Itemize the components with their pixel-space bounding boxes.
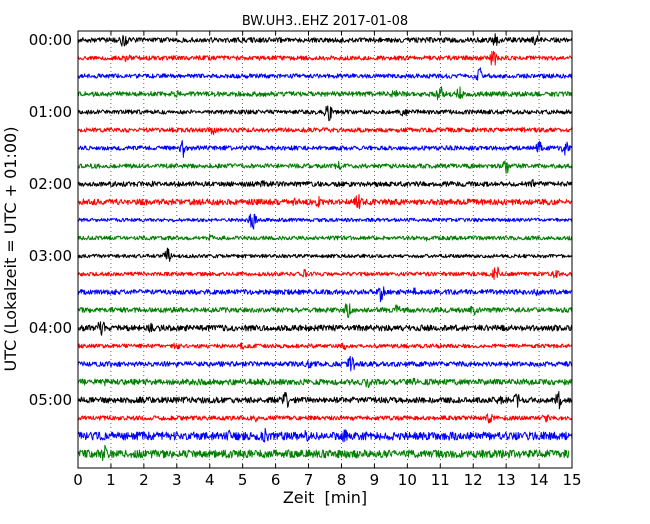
x-axis-title: Zeit [min] bbox=[283, 488, 367, 507]
x-tick-label: 5 bbox=[238, 471, 248, 489]
y-tick-label: 01:00 bbox=[29, 103, 72, 121]
traces bbox=[77, 33, 573, 462]
trace-row-15 bbox=[77, 303, 573, 319]
trace-row-4 bbox=[77, 105, 573, 122]
trace-row-14 bbox=[77, 286, 573, 303]
x-tick-label: 11 bbox=[431, 471, 450, 489]
trace-row-22 bbox=[77, 427, 573, 443]
x-tick-label: 1 bbox=[106, 471, 116, 489]
trace-row-17 bbox=[77, 342, 573, 351]
x-tick-label: 8 bbox=[337, 471, 347, 489]
trace-row-9 bbox=[77, 193, 573, 210]
trace-row-8 bbox=[77, 179, 573, 188]
trace-row-20 bbox=[77, 391, 573, 410]
x-tick-label: 14 bbox=[530, 471, 549, 489]
x-tick-label: 13 bbox=[497, 471, 516, 489]
trace-row-16 bbox=[77, 321, 573, 336]
x-tick-labels: 0 1 2 3 4 5 6 7 8 9 10 11 12 13 14 15 bbox=[73, 471, 581, 489]
trace-row-18 bbox=[77, 355, 573, 372]
trace-row-11 bbox=[77, 233, 573, 242]
trace-row-12 bbox=[77, 247, 573, 262]
y-tick-label: 00:00 bbox=[29, 31, 72, 49]
x-tick-label: 4 bbox=[205, 471, 215, 489]
x-tick-label: 3 bbox=[172, 471, 182, 489]
trace-row-7 bbox=[77, 160, 573, 174]
trace-row-23 bbox=[77, 444, 570, 462]
trace-row-5 bbox=[77, 126, 573, 136]
trace-row-1 bbox=[77, 50, 573, 66]
trace-row-21 bbox=[77, 413, 573, 424]
x-tick-label: 15 bbox=[562, 471, 581, 489]
plot-frame bbox=[77, 30, 573, 469]
trace-row-10 bbox=[77, 213, 573, 230]
trace-row-2 bbox=[77, 67, 573, 81]
x-tick-label: 2 bbox=[139, 471, 149, 489]
ticks bbox=[77, 31, 573, 468]
trace-row-6 bbox=[77, 140, 573, 158]
x-tick-label: 7 bbox=[304, 471, 314, 489]
y-tick-label: 02:00 bbox=[29, 175, 72, 193]
x-tick-label: 9 bbox=[370, 471, 380, 489]
grid bbox=[110, 31, 540, 468]
y-tick-label: 04:00 bbox=[29, 319, 72, 337]
trace-row-3 bbox=[77, 86, 573, 101]
chart-title: BW.UH3..EHZ 2017-01-08 bbox=[242, 14, 408, 29]
trace-row-19 bbox=[77, 377, 573, 388]
y-tick-labels: 00:00 01:00 02:00 03:00 04:00 05:00 bbox=[29, 31, 72, 409]
x-tick-label: 10 bbox=[398, 471, 417, 489]
y-tick-label: 05:00 bbox=[29, 391, 72, 409]
x-tick-label: 0 bbox=[73, 471, 83, 489]
x-tick-label: 6 bbox=[271, 471, 281, 489]
trace-row-13 bbox=[77, 266, 573, 280]
x-tick-label: 12 bbox=[464, 471, 483, 489]
y-axis-title: UTC (Lokalzeit = UTC + 01:00) bbox=[1, 127, 20, 372]
trace-row-0 bbox=[77, 33, 573, 47]
y-tick-label: 03:00 bbox=[29, 247, 72, 265]
